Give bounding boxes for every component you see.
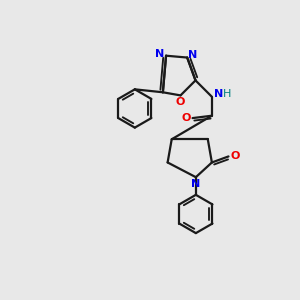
- Text: O: O: [176, 97, 185, 107]
- Text: O: O: [182, 113, 191, 123]
- Text: N: N: [191, 178, 200, 189]
- Text: N: N: [214, 89, 223, 99]
- Text: N: N: [155, 49, 164, 59]
- Text: O: O: [230, 152, 240, 161]
- Text: H: H: [223, 89, 231, 99]
- Text: N: N: [188, 50, 197, 60]
